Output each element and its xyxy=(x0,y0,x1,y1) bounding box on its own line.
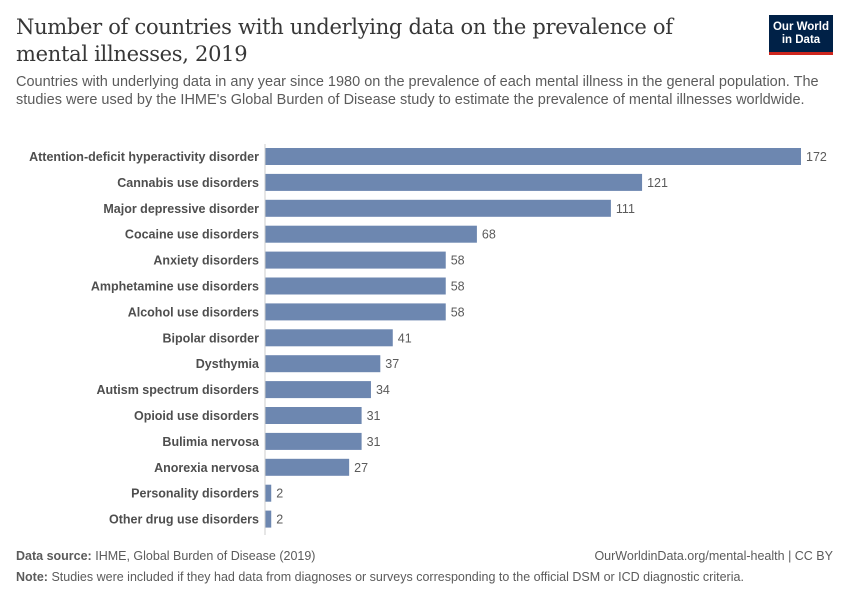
bar[interactable] xyxy=(265,510,272,528)
note: Note: Studies were included if they had … xyxy=(16,570,744,584)
data-source: Data source: IHME, Global Burden of Dise… xyxy=(16,549,315,563)
bar[interactable] xyxy=(265,173,643,191)
owid-logo[interactable]: Our World in Data xyxy=(769,15,833,55)
bar[interactable] xyxy=(265,329,393,347)
value-label: 27 xyxy=(354,461,368,475)
chart-subtitle: Countries with underlying data in any ye… xyxy=(16,74,819,108)
category-label: Other drug use disorders xyxy=(109,513,259,527)
value-label: 2 xyxy=(276,487,283,501)
value-label: 121 xyxy=(647,176,668,190)
bar[interactable] xyxy=(265,251,446,269)
bar[interactable] xyxy=(265,303,446,321)
note-text: Studies were included if they had data f… xyxy=(51,570,744,584)
category-label: Personality disorders xyxy=(131,487,259,501)
category-label: Cocaine use disorders xyxy=(125,228,259,242)
category-label: Attention-deficit hyperactivity disorder xyxy=(29,150,259,164)
bar[interactable] xyxy=(265,225,477,243)
value-label: 68 xyxy=(482,228,496,242)
category-label: Dysthymia xyxy=(196,357,260,371)
source-text: IHME, Global Burden of Disease (2019) xyxy=(95,549,316,563)
category-label: Amphetamine use disorders xyxy=(91,280,259,294)
category-label: Autism spectrum disorders xyxy=(96,383,259,397)
logo-text: Our World in Data xyxy=(772,20,829,46)
value-label: 58 xyxy=(451,254,465,268)
category-label: Alcohol use disorders xyxy=(128,305,259,319)
source-label: Data source: xyxy=(16,549,92,563)
chart-title: Number of countries with underlying data… xyxy=(16,15,673,66)
value-label: 2 xyxy=(276,513,283,527)
category-label: Bulimia nervosa xyxy=(162,435,260,449)
source-url-link[interactable]: OurWorldinData.org/mental-health | CC BY xyxy=(594,549,833,563)
value-label: 41 xyxy=(398,331,412,345)
category-label: Cannabis use disorders xyxy=(117,176,259,190)
value-label: 31 xyxy=(367,435,381,449)
bar[interactable] xyxy=(265,432,362,450)
value-label: 58 xyxy=(451,305,465,319)
bar[interactable] xyxy=(265,148,801,165)
category-label: Bipolar disorder xyxy=(162,331,259,345)
bar[interactable] xyxy=(265,199,611,217)
category-label: Opioid use disorders xyxy=(134,409,259,423)
bar[interactable] xyxy=(265,458,350,476)
bar[interactable] xyxy=(265,407,362,424)
value-label: 172 xyxy=(806,150,827,164)
category-label: Anorexia nervosa xyxy=(154,461,260,475)
value-label: 37 xyxy=(385,357,399,371)
bar[interactable] xyxy=(265,355,381,373)
category-label: Major depressive disorder xyxy=(103,202,259,216)
value-label: 31 xyxy=(367,409,381,423)
value-label: 111 xyxy=(616,202,635,216)
bar[interactable] xyxy=(265,484,272,502)
bar[interactable] xyxy=(265,381,371,399)
category-label: Anxiety disorders xyxy=(153,254,259,268)
bar[interactable] xyxy=(265,277,446,295)
value-label: 58 xyxy=(451,280,465,294)
value-label: 34 xyxy=(376,383,390,397)
bar-chart: Attention-deficit hyperactivity disorder… xyxy=(29,144,827,535)
note-label: Note: xyxy=(16,570,48,584)
